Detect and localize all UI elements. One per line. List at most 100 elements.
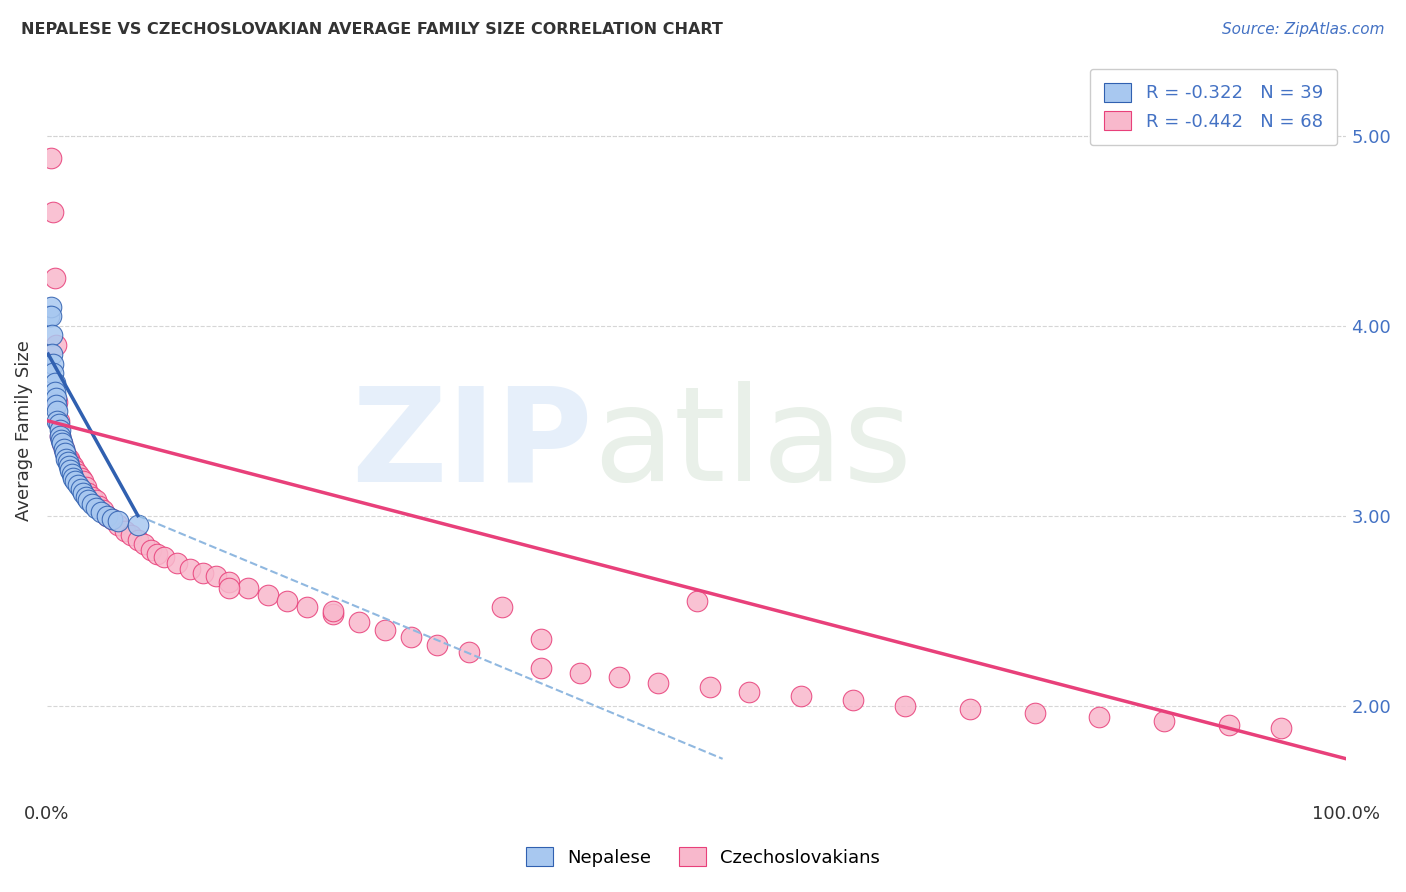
- Point: [218, 581, 240, 595]
- Point: [238, 581, 260, 595]
- Point: [39, 152, 62, 166]
- Point: [52, 442, 75, 456]
- Point: [41, 328, 63, 343]
- Point: [65, 475, 87, 489]
- Point: [399, 630, 422, 644]
- Point: [58, 451, 80, 466]
- Point: [65, 463, 87, 477]
- Point: [82, 497, 104, 511]
- Point: [127, 518, 149, 533]
- Point: [59, 455, 82, 469]
- Point: [75, 480, 97, 494]
- Point: [77, 493, 100, 508]
- Point: [42, 204, 65, 219]
- Point: [84, 501, 107, 516]
- Point: [84, 493, 107, 508]
- Point: [90, 505, 112, 519]
- Point: [322, 604, 344, 618]
- Point: [55, 448, 77, 462]
- Point: [41, 347, 63, 361]
- Point: [1153, 714, 1175, 728]
- Point: [67, 467, 90, 481]
- Point: [62, 459, 84, 474]
- Point: [139, 542, 162, 557]
- Point: [44, 376, 66, 390]
- Text: Source: ZipAtlas.com: Source: ZipAtlas.com: [1222, 22, 1385, 37]
- Point: [491, 599, 513, 614]
- Point: [56, 455, 79, 469]
- Point: [75, 490, 97, 504]
- Text: ZIP: ZIP: [352, 382, 593, 508]
- Point: [959, 702, 981, 716]
- Point: [91, 503, 114, 517]
- Point: [530, 660, 553, 674]
- Point: [51, 436, 73, 450]
- Point: [295, 599, 318, 614]
- Point: [46, 414, 69, 428]
- Text: NEPALESE VS CZECHOSLOVAKIAN AVERAGE FAMILY SIZE CORRELATION CHART: NEPALESE VS CZECHOSLOVAKIAN AVERAGE FAMI…: [21, 22, 723, 37]
- Point: [69, 482, 91, 496]
- Point: [107, 514, 129, 528]
- Point: [841, 693, 863, 707]
- Point: [59, 463, 82, 477]
- Point: [1270, 722, 1292, 736]
- Point: [166, 556, 188, 570]
- Point: [191, 566, 214, 580]
- Point: [96, 508, 118, 523]
- Point: [685, 594, 707, 608]
- Point: [458, 645, 481, 659]
- Point: [46, 404, 69, 418]
- Point: [72, 485, 94, 500]
- Point: [48, 417, 70, 432]
- Point: [789, 689, 811, 703]
- Point: [87, 499, 110, 513]
- Point: [218, 575, 240, 590]
- Point: [101, 512, 124, 526]
- Legend: R = -0.322   N = 39, R = -0.442   N = 68: R = -0.322 N = 39, R = -0.442 N = 68: [1090, 69, 1337, 145]
- Point: [62, 470, 84, 484]
- Point: [607, 670, 630, 684]
- Point: [426, 638, 449, 652]
- Point: [46, 394, 69, 409]
- Point: [568, 666, 591, 681]
- Point: [55, 451, 77, 466]
- Point: [276, 594, 298, 608]
- Point: [42, 357, 65, 371]
- Point: [42, 366, 65, 380]
- Point: [1024, 706, 1046, 721]
- Point: [134, 537, 156, 551]
- Point: [72, 475, 94, 489]
- Point: [1218, 717, 1240, 731]
- Point: [38, 309, 60, 323]
- Point: [1088, 710, 1111, 724]
- Point: [52, 442, 75, 456]
- Point: [114, 524, 136, 538]
- Point: [530, 632, 553, 646]
- Point: [39, 309, 62, 323]
- Point: [44, 385, 66, 400]
- Point: [205, 569, 228, 583]
- Point: [44, 271, 66, 285]
- Point: [51, 436, 73, 450]
- Point: [893, 698, 915, 713]
- Text: atlas: atlas: [593, 382, 911, 508]
- Point: [120, 527, 142, 541]
- Point: [699, 680, 721, 694]
- Point: [146, 547, 169, 561]
- Point: [127, 533, 149, 548]
- Point: [48, 414, 70, 428]
- Y-axis label: Average Family Size: Average Family Size: [15, 340, 32, 521]
- Point: [179, 562, 201, 576]
- Point: [77, 485, 100, 500]
- Point: [58, 459, 80, 474]
- Point: [60, 467, 83, 481]
- Point: [82, 490, 104, 504]
- Point: [107, 518, 129, 533]
- Point: [45, 337, 67, 351]
- Point: [49, 423, 72, 437]
- Point: [647, 675, 669, 690]
- Point: [49, 429, 72, 443]
- Point: [67, 478, 90, 492]
- Point: [39, 300, 62, 314]
- Point: [256, 589, 278, 603]
